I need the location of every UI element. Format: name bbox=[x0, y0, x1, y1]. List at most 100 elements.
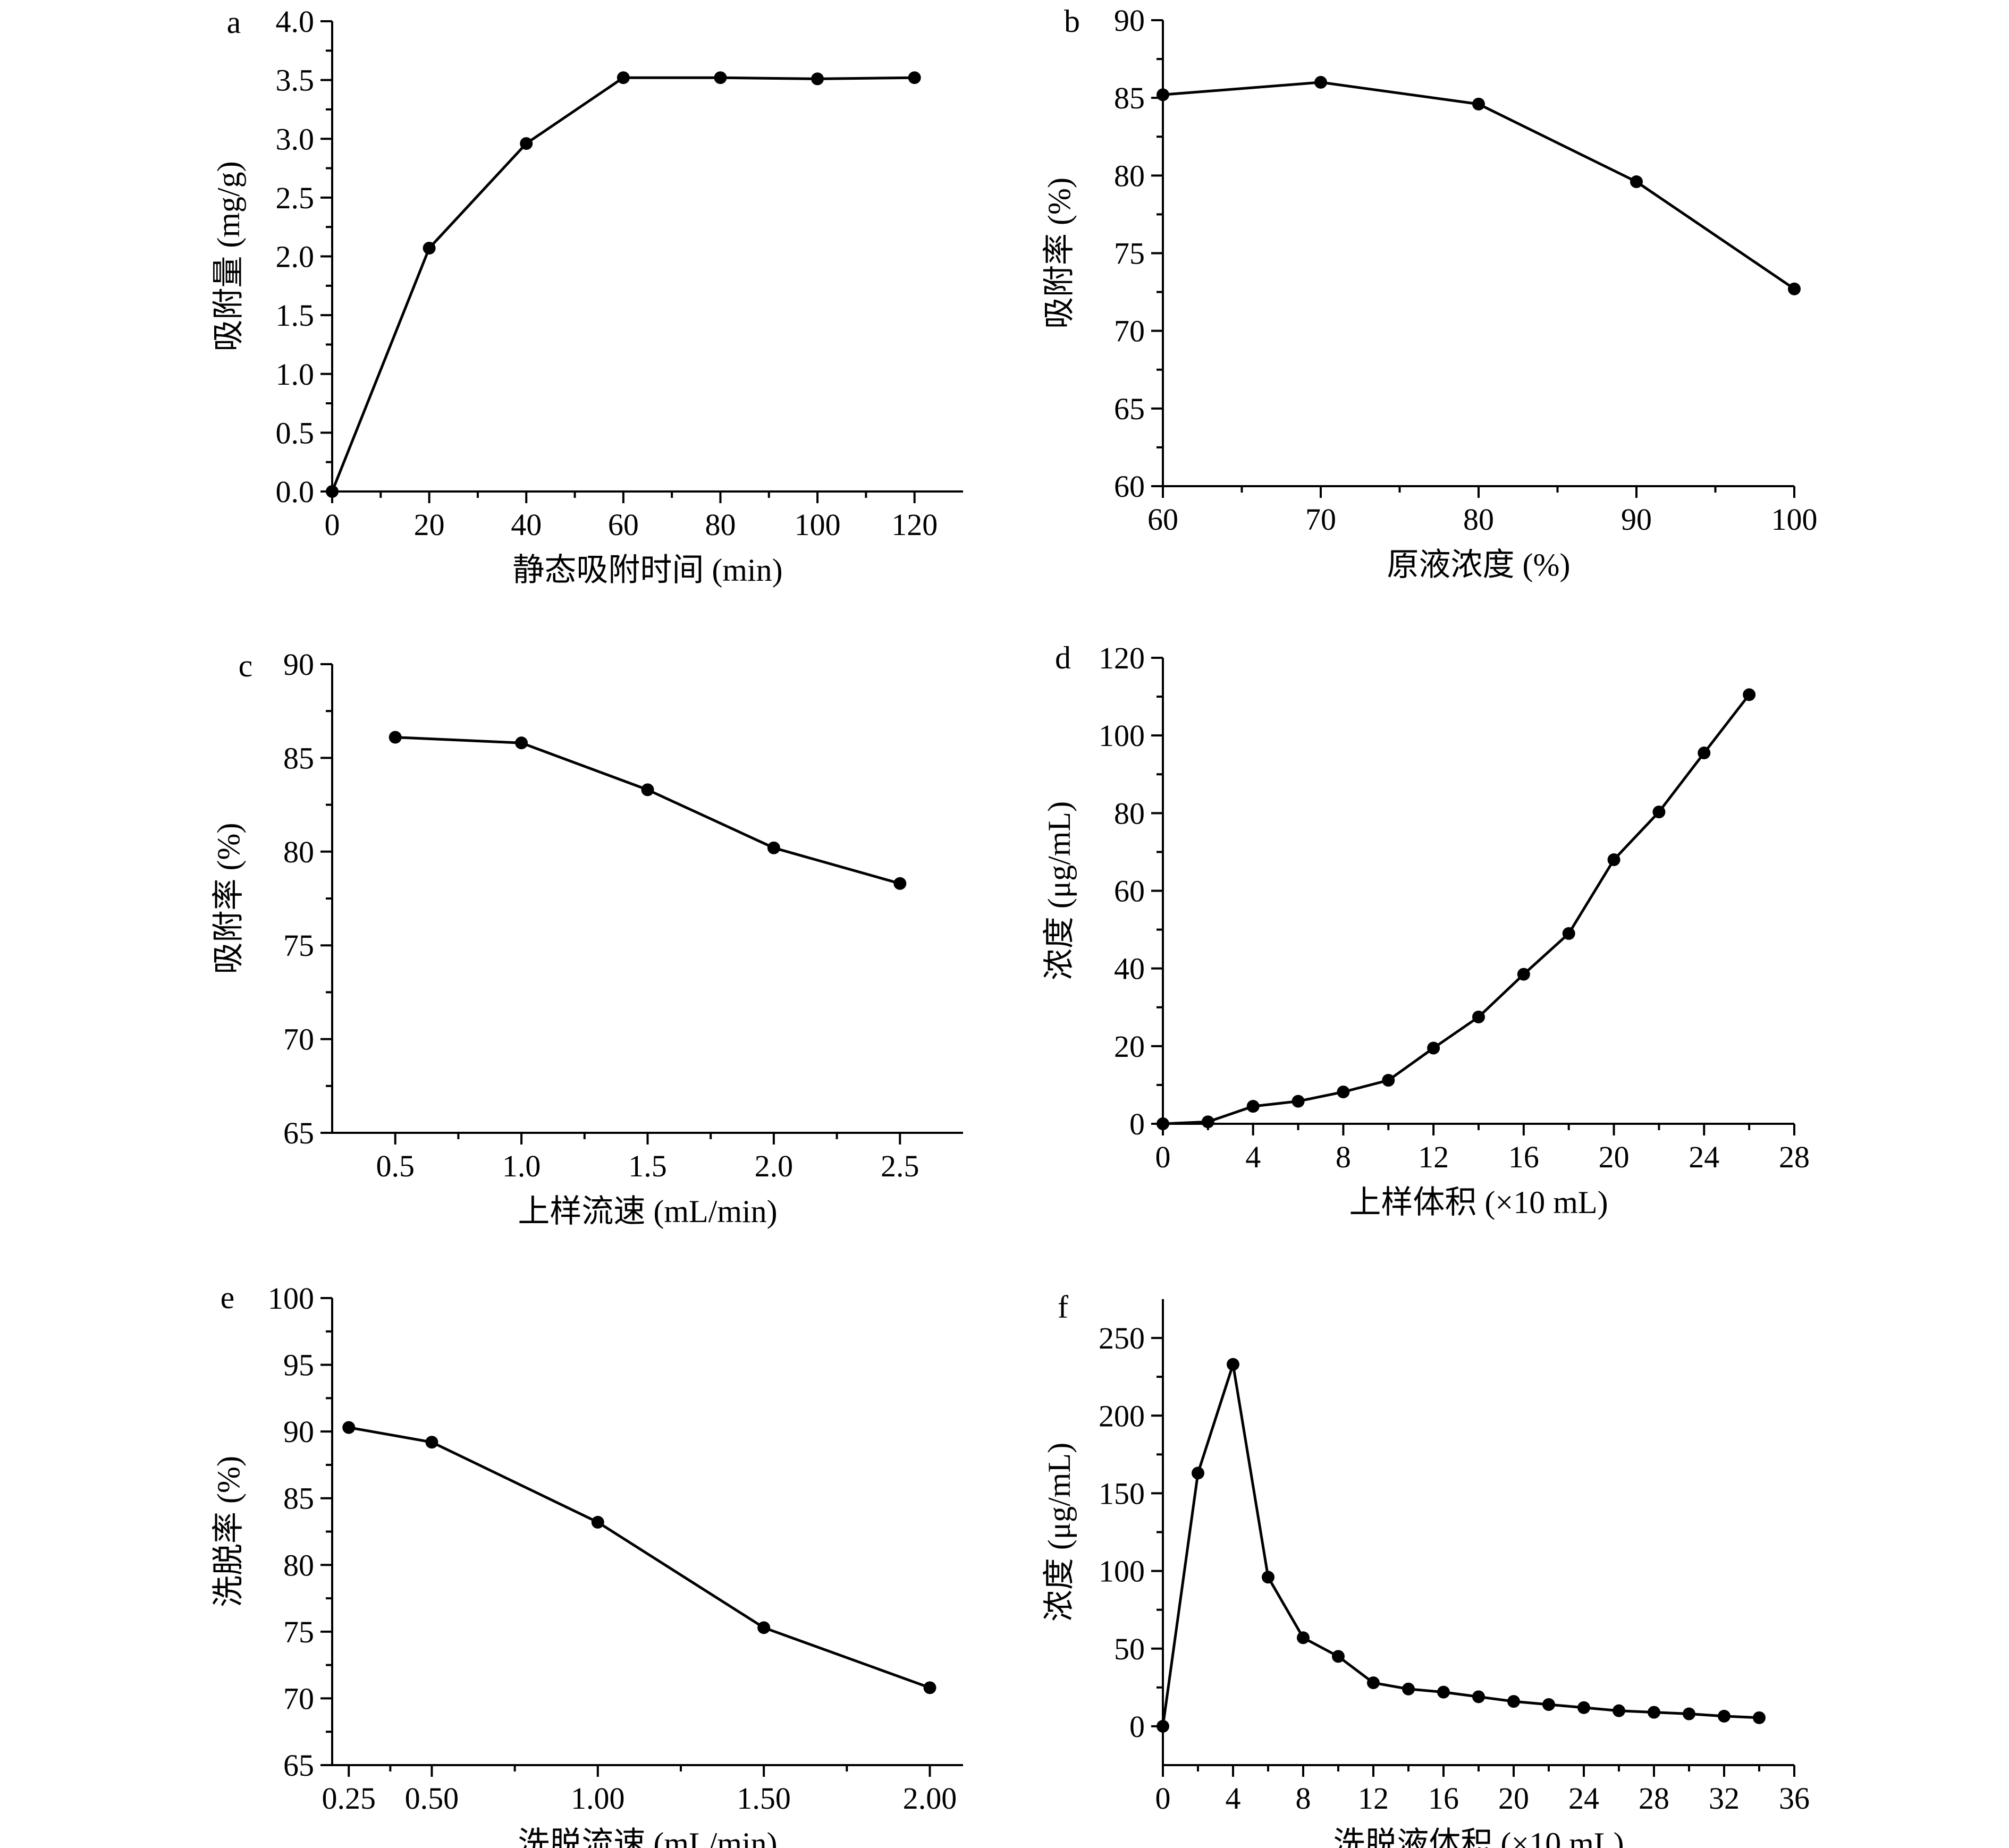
series-line bbox=[1161, 1363, 1760, 1727]
series-line bbox=[331, 76, 915, 492]
panel-letter: d bbox=[1055, 640, 1071, 675]
y-tick-label: 85 bbox=[283, 1481, 314, 1516]
y-tick-label: 95 bbox=[283, 1348, 314, 1383]
data-point bbox=[617, 71, 630, 84]
y-tick-label: 50 bbox=[1114, 1632, 1145, 1666]
x-tick-label: 24 bbox=[1689, 1140, 1719, 1174]
y-tick-label: 80 bbox=[1114, 796, 1145, 830]
y-tick-label: 80 bbox=[283, 835, 314, 869]
x-tick-label: 0.50 bbox=[405, 1781, 459, 1816]
y-tick-label: 1.5 bbox=[276, 298, 315, 333]
y-tick-label: 60 bbox=[1114, 874, 1145, 909]
data-point bbox=[1337, 1086, 1350, 1099]
data-point bbox=[1630, 175, 1643, 189]
panel-letter: f bbox=[1058, 1290, 1068, 1325]
x-tick-label: 80 bbox=[705, 507, 736, 542]
data-point bbox=[1743, 688, 1756, 701]
x-tick-label: 80 bbox=[1463, 502, 1494, 537]
y-tick-label: 75 bbox=[283, 1615, 314, 1649]
data-point bbox=[1517, 968, 1530, 981]
y-tick-label: 0.5 bbox=[276, 416, 315, 450]
data-point bbox=[1292, 1095, 1305, 1108]
x-tick-label: 12 bbox=[1418, 1140, 1449, 1174]
data-point bbox=[923, 1681, 936, 1694]
panel-letter: c bbox=[239, 648, 253, 683]
y-tick-label: 3.5 bbox=[276, 63, 315, 98]
data-point bbox=[641, 783, 654, 796]
x-axis-label: 原液浓度 (%) bbox=[1387, 547, 1571, 582]
x-tick-label: 120 bbox=[891, 507, 938, 542]
y-tick-label: 100 bbox=[1099, 718, 1145, 753]
x-axis-label: 静态吸附时间 (min) bbox=[512, 553, 782, 588]
panel-letter: e bbox=[221, 1280, 235, 1315]
data-point bbox=[520, 137, 533, 150]
data-point bbox=[1382, 1074, 1395, 1087]
x-tick-label: 1.5 bbox=[628, 1149, 667, 1183]
panel-a: 0.0 0.5 1.0 1.5 2.0 2.5 3.0 3.5 4.0 0 20 40 60 80 100 1… bbox=[211, 4, 963, 588]
y-tick-label: 75 bbox=[1114, 236, 1145, 271]
y-tick-label: 20 bbox=[1114, 1029, 1145, 1064]
y-axis-label: 浓度 (μg/mL) bbox=[1042, 801, 1077, 980]
y-axis-label: 吸附率 (%) bbox=[1042, 177, 1077, 329]
panel-e: 65 70 75 80 85 90 95 100 0.25 0.50 1.00 1.50 2.00 洗脱流… bbox=[211, 1280, 963, 1848]
y-tick-label: 70 bbox=[1114, 314, 1145, 349]
y-tick-label: 0 bbox=[1129, 1107, 1145, 1141]
data-point bbox=[326, 485, 339, 498]
data-point bbox=[1648, 1706, 1660, 1719]
series-line bbox=[1162, 693, 1751, 1125]
data-point bbox=[1542, 1698, 1555, 1711]
y-tick-label: 85 bbox=[283, 741, 314, 775]
y-tick-label: 75 bbox=[283, 928, 314, 963]
data-point bbox=[425, 1436, 438, 1449]
y-tick-label: 90 bbox=[283, 1414, 314, 1449]
y-tick-label: 60 bbox=[1114, 469, 1145, 504]
y-tick-label: 100 bbox=[1099, 1554, 1145, 1589]
x-tick-label: 100 bbox=[1771, 502, 1818, 537]
data-point bbox=[893, 877, 907, 890]
data-point bbox=[1427, 1041, 1440, 1055]
data-point bbox=[1227, 1358, 1239, 1371]
series-line bbox=[1162, 81, 1795, 290]
x-tick-label: 8 bbox=[1296, 1781, 1311, 1816]
y-tick-label: 0.0 bbox=[276, 474, 315, 509]
y-tick-label: 150 bbox=[1099, 1476, 1145, 1511]
x-tick-label: 36 bbox=[1779, 1781, 1810, 1816]
y-tick-label: 65 bbox=[283, 1116, 314, 1150]
x-tick-label: 2.00 bbox=[903, 1781, 957, 1816]
data-point bbox=[1367, 1676, 1380, 1690]
x-tick-label: 100 bbox=[795, 507, 841, 542]
y-tick-label: 1.0 bbox=[276, 357, 315, 392]
data-point bbox=[1192, 1466, 1204, 1480]
panel-letter: b bbox=[1064, 4, 1080, 39]
data-point bbox=[757, 1621, 771, 1634]
data-point bbox=[767, 841, 780, 854]
y-tick-label: 85 bbox=[1114, 81, 1145, 115]
y-tick-label: 200 bbox=[1099, 1398, 1145, 1433]
data-point bbox=[1562, 927, 1575, 940]
x-tick-label: 1.50 bbox=[737, 1781, 791, 1816]
y-tick-label: 250 bbox=[1099, 1321, 1145, 1355]
data-point bbox=[811, 72, 824, 86]
y-tick-label: 4.0 bbox=[276, 4, 315, 39]
x-tick-label: 90 bbox=[1621, 502, 1652, 537]
data-point bbox=[1472, 1690, 1485, 1703]
data-point bbox=[1157, 1719, 1169, 1733]
y-tick-label: 3.0 bbox=[276, 122, 315, 156]
x-axis-label: 上样流速 (mL/min) bbox=[518, 1194, 777, 1229]
x-tick-label: 16 bbox=[1428, 1781, 1459, 1816]
data-point bbox=[1613, 1704, 1625, 1717]
x-tick-label: 20 bbox=[1498, 1781, 1529, 1816]
y-tick-label: 0 bbox=[1129, 1709, 1145, 1744]
x-axis-label: 洗脱流速 (mL/min) bbox=[518, 1826, 777, 1848]
x-tick-label: 20 bbox=[1599, 1140, 1630, 1174]
y-axis-label: 洗脱率 (%) bbox=[211, 1456, 246, 1607]
x-tick-label: 28 bbox=[1779, 1140, 1810, 1174]
x-tick-label: 0 bbox=[1155, 1140, 1171, 1174]
x-tick-label: 1.00 bbox=[571, 1781, 625, 1816]
data-point bbox=[1402, 1682, 1415, 1696]
data-point bbox=[1157, 1117, 1169, 1130]
data-point bbox=[591, 1515, 604, 1529]
x-tick-label: 0 bbox=[325, 507, 340, 542]
data-point bbox=[1577, 1701, 1590, 1714]
